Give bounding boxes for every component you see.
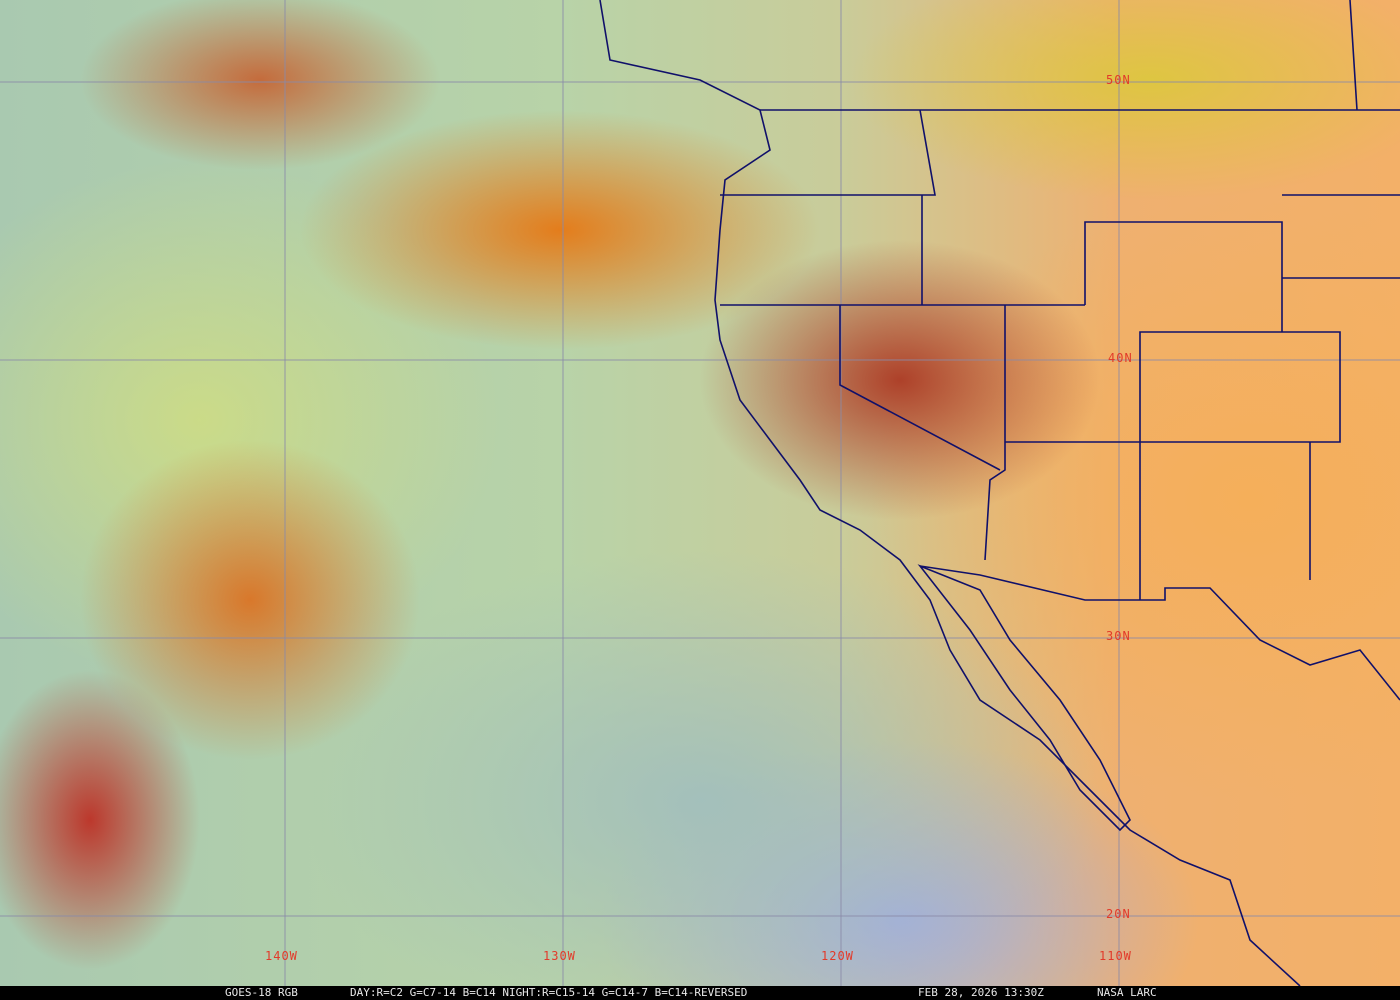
caption-source: NASA LARC bbox=[1097, 986, 1157, 999]
lon-label-140w: 140W bbox=[265, 949, 298, 963]
caption-timestamp: FEB 28, 2026 13:30Z bbox=[918, 986, 1044, 999]
west-coastline bbox=[599, 0, 1301, 986]
lat-label-50n: 50N bbox=[1106, 73, 1131, 87]
lon-label-120w: 120W bbox=[821, 949, 854, 963]
political-borders bbox=[599, 0, 1400, 986]
caption-satellite: GOES-18 RGB bbox=[225, 986, 298, 999]
mexico-border bbox=[919, 565, 1400, 701]
lon-label-130w: 130W bbox=[543, 949, 576, 963]
baja-peninsula bbox=[917, 564, 1131, 832]
lat-label-40n: 40N bbox=[1108, 351, 1133, 365]
caption-bar: GOES-18 RGB DAY:R=C2 G=C7-14 B=C14 NIGHT… bbox=[0, 986, 1400, 1000]
lat-label-20n: 20N bbox=[1106, 907, 1131, 921]
lon-label-110w: 110W bbox=[1099, 949, 1132, 963]
caption-recipe: DAY:R=C2 G=C7-14 B=C14 NIGHT:R=C15-14 G=… bbox=[350, 986, 748, 999]
lat-label-30n: 30N bbox=[1106, 629, 1131, 643]
state-borders bbox=[720, 0, 1400, 600]
